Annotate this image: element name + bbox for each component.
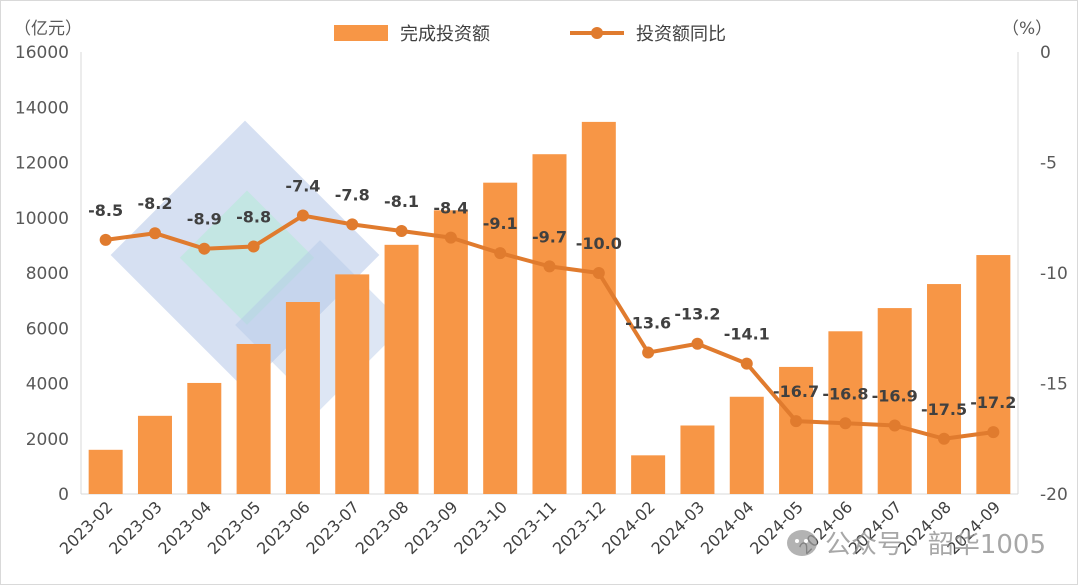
line-point bbox=[444, 231, 457, 244]
line-point bbox=[888, 419, 901, 432]
data-label: -13.2 bbox=[674, 305, 720, 324]
data-label: -7.8 bbox=[335, 185, 370, 204]
legend-bar-swatch bbox=[334, 25, 388, 41]
bar bbox=[976, 255, 1011, 494]
bar bbox=[137, 415, 172, 494]
left-tick-label: 10000 bbox=[15, 209, 69, 229]
line-point bbox=[543, 260, 556, 273]
line-point bbox=[642, 346, 655, 359]
line-point bbox=[395, 225, 408, 238]
data-label: -16.9 bbox=[872, 386, 918, 405]
right-tick-label: -15 bbox=[1040, 375, 1068, 395]
bar bbox=[680, 425, 715, 494]
data-label: -8.2 bbox=[137, 194, 172, 213]
bar bbox=[779, 366, 814, 494]
data-label: -9.1 bbox=[483, 214, 518, 233]
legend-item-bar: 完成投资额 bbox=[334, 20, 490, 46]
left-tick-label: 8000 bbox=[26, 264, 69, 284]
line-point bbox=[198, 242, 211, 255]
x-tick-label: 2023-08 bbox=[352, 497, 413, 558]
left-tick-label: 2000 bbox=[26, 430, 69, 450]
left-tick-label: 14000 bbox=[15, 98, 69, 118]
right-tick-label: -10 bbox=[1040, 264, 1068, 284]
x-tick-label: 2023-02 bbox=[56, 497, 117, 558]
watermark-text: 公众号 · 韶华1005 bbox=[825, 530, 1046, 560]
logo-diamond-teal bbox=[179, 190, 315, 325]
line-point bbox=[296, 209, 309, 222]
bar bbox=[483, 182, 518, 494]
x-tick-label: 2023-07 bbox=[302, 497, 363, 558]
right-tick-label: -20 bbox=[1040, 485, 1068, 505]
left-tick-label: 12000 bbox=[15, 154, 69, 174]
data-label: -16.8 bbox=[822, 384, 868, 403]
watermark: 公众号 · 韶华1005 bbox=[787, 524, 1046, 561]
wechat-icon bbox=[787, 529, 818, 556]
line-point bbox=[494, 247, 507, 260]
x-tick-label: 2024-03 bbox=[648, 497, 709, 558]
line-point bbox=[938, 432, 951, 445]
bar bbox=[729, 396, 764, 494]
data-label: -17.2 bbox=[970, 393, 1016, 412]
line-point bbox=[987, 426, 1000, 439]
x-tick-label: 2023-03 bbox=[105, 497, 166, 558]
left-tick-label: 6000 bbox=[26, 319, 69, 339]
bar bbox=[187, 382, 222, 494]
right-tick-label: 0 bbox=[1040, 43, 1051, 63]
data-label: -8.9 bbox=[187, 210, 222, 229]
left-tick-label: 4000 bbox=[26, 375, 69, 395]
x-tick-label: 2024-02 bbox=[598, 497, 659, 558]
bar bbox=[433, 210, 468, 494]
data-label: -10.0 bbox=[576, 234, 622, 253]
line-point bbox=[247, 240, 260, 253]
right-axis-unit: （%） bbox=[1002, 19, 1053, 39]
line-point bbox=[839, 417, 852, 430]
legend-item-line: 投资额同比 bbox=[570, 20, 726, 46]
x-tick-label: 2023-11 bbox=[500, 497, 561, 558]
bar bbox=[335, 274, 370, 494]
x-tick-label: 2023-04 bbox=[154, 497, 215, 558]
x-tick-label: 2023-06 bbox=[253, 497, 314, 558]
x-tick-label: 2023-10 bbox=[450, 497, 511, 558]
line-point bbox=[691, 337, 704, 350]
data-label: -7.4 bbox=[285, 177, 320, 196]
bar bbox=[581, 121, 616, 495]
data-label: -8.8 bbox=[236, 207, 271, 226]
bar bbox=[384, 244, 419, 494]
data-label: -8.1 bbox=[384, 192, 419, 211]
data-label: -9.7 bbox=[532, 227, 567, 246]
line-point bbox=[99, 233, 112, 246]
legend-line-swatch bbox=[570, 26, 624, 40]
line-point bbox=[592, 267, 605, 279]
bar bbox=[88, 449, 123, 494]
x-tick-label: 2024-04 bbox=[697, 497, 758, 558]
bar bbox=[631, 455, 666, 494]
data-label: -16.7 bbox=[773, 382, 819, 401]
left-tick-label: 16000 bbox=[15, 43, 69, 63]
line-point bbox=[148, 227, 161, 240]
x-tick-label: 2023-09 bbox=[401, 497, 462, 558]
x-tick-label: 2023-05 bbox=[204, 497, 265, 558]
line-point bbox=[790, 415, 803, 428]
data-label: -13.6 bbox=[625, 314, 671, 333]
bar bbox=[927, 284, 962, 494]
bar bbox=[285, 302, 320, 494]
legend-bar-label: 完成投资额 bbox=[400, 24, 490, 45]
line-point bbox=[346, 218, 359, 231]
x-tick-label: 2023-12 bbox=[549, 497, 610, 558]
data-label: -8.4 bbox=[433, 199, 468, 218]
data-label: -14.1 bbox=[724, 325, 770, 344]
data-label: -17.5 bbox=[921, 400, 967, 419]
left-axis-unit: （亿元） bbox=[14, 19, 82, 39]
bar bbox=[236, 343, 271, 494]
line-point bbox=[740, 357, 753, 370]
legend-line-label: 投资额同比 bbox=[636, 24, 726, 45]
bar bbox=[828, 331, 863, 494]
bar bbox=[532, 154, 567, 494]
right-tick-label: -5 bbox=[1040, 154, 1057, 174]
left-tick-label: 0 bbox=[58, 485, 69, 505]
bar bbox=[877, 308, 912, 494]
data-label: -8.5 bbox=[88, 201, 123, 220]
